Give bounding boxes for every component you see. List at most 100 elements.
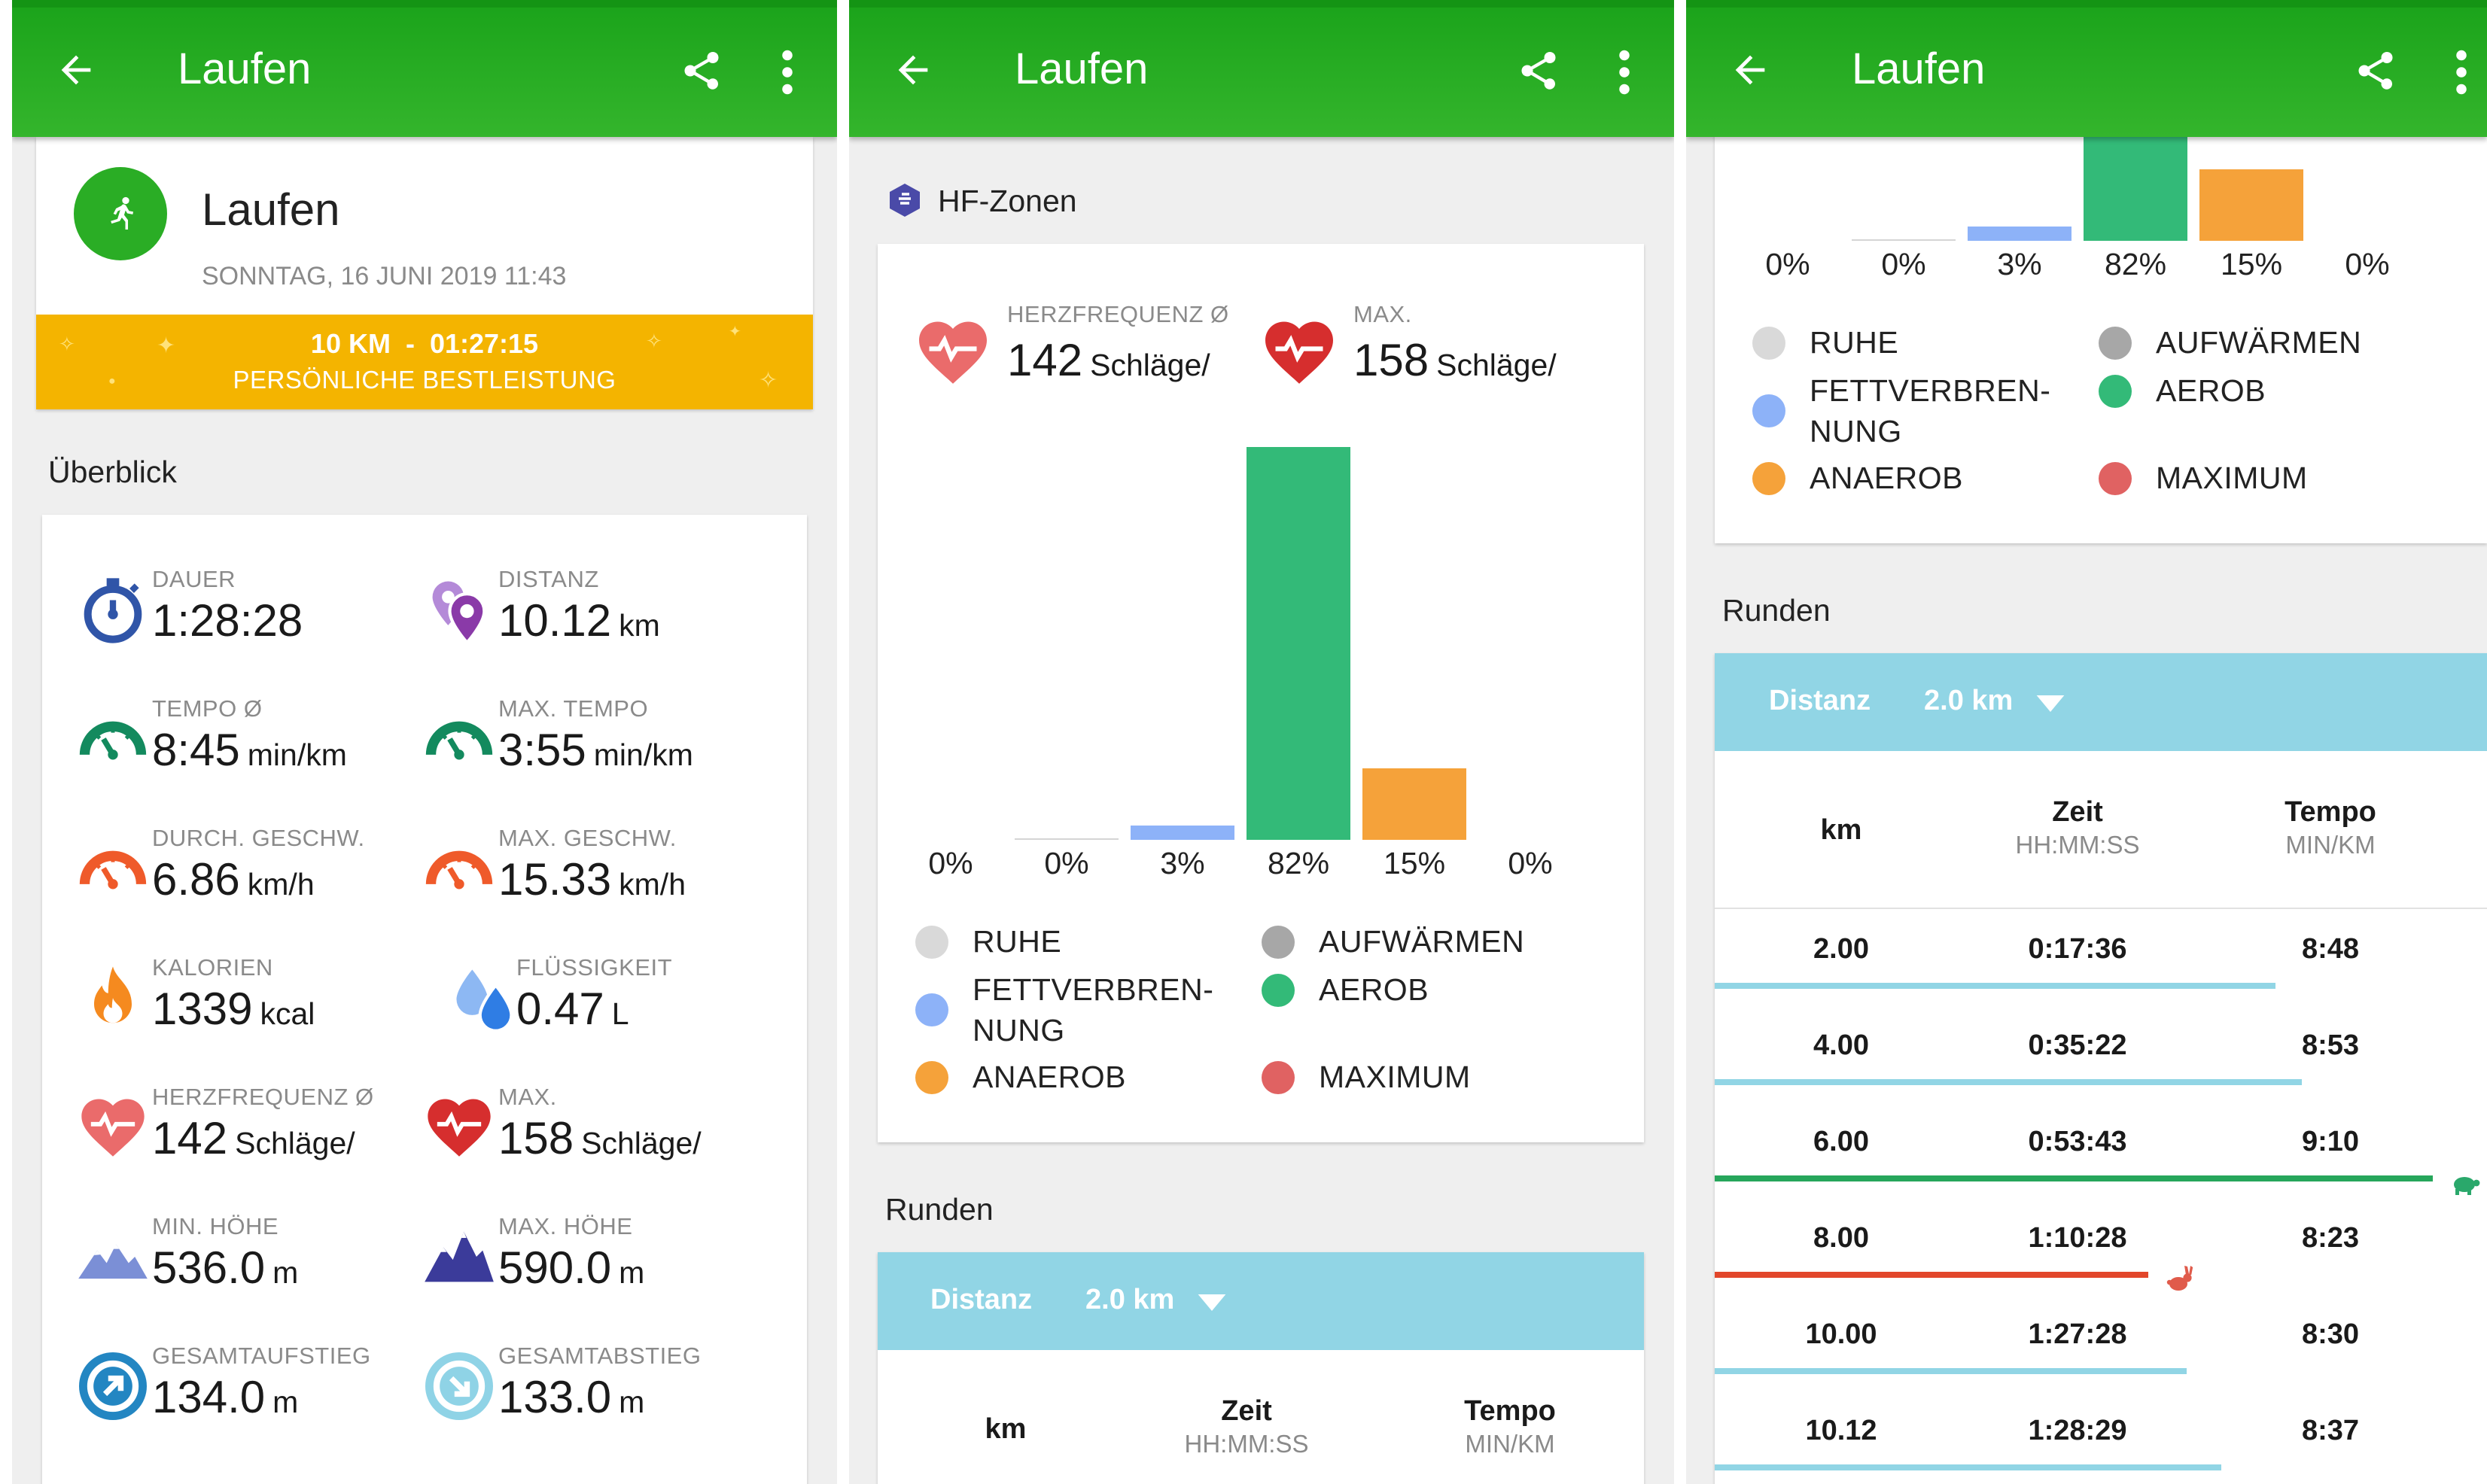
distance-dropdown[interactable]: 2.0 km (1924, 685, 2067, 719)
laps-filter-bar: Distanz 2.0 km (878, 1252, 1644, 1350)
speedometer-icon (425, 721, 493, 760)
chart-bar (2199, 169, 2303, 241)
distance-dropdown-value: 2.0 km (1085, 1284, 1175, 1315)
app-title: Laufen (178, 44, 312, 93)
stat-value: 134.0 m (152, 1372, 299, 1422)
legend-label: RUHE (973, 924, 1062, 959)
lap-progress-bar (1715, 1272, 2149, 1278)
stat-value: 133.0 m (498, 1372, 645, 1422)
back-arrow-icon[interactable] (54, 48, 98, 92)
legend-label: MAXIMUM (2156, 461, 2308, 495)
app-title: Laufen (1852, 44, 1986, 93)
personal-best-banner: ✧ ✦ ● ✧ ✦ ✧ 10 KM - 01:27:15 PERSÖNLICHE… (36, 315, 813, 409)
col-header-pace: Tempo (1464, 1395, 1556, 1427)
overview-card: DAUER 1:28:28 DISTANZ 10.12 km TEMPO Ø 8:45 min… (42, 515, 807, 1484)
screen-hr-zones: Laufen HF-Zonen HERZFREQUENZ Ø 142 Schläg… (849, 0, 1674, 1484)
mountain-dark-icon (425, 1231, 494, 1282)
legend-label: AEROB (2156, 373, 2266, 408)
lap-pace: 9:10 (2301, 1126, 2360, 1157)
legend-swatch (915, 926, 948, 959)
lap-km: 10.12 (1805, 1415, 1877, 1446)
stat-value: 8:45 min/km (152, 725, 347, 775)
stat-value: 3:55 min/km (498, 725, 693, 775)
chart-bar (1362, 768, 1466, 840)
activity-card: Laufen SONNTAG, 16 JUNI 2019 11:43 ✧ ✦ ●… (36, 137, 813, 409)
stat-label: GESAMTABSTIEG (498, 1343, 702, 1369)
descent-icon (425, 1352, 493, 1420)
share-icon[interactable] (679, 47, 724, 95)
back-arrow-icon[interactable] (1728, 48, 1772, 92)
stat-value: 15.33 km/h (498, 854, 686, 905)
hr-zones-chart: 0% 0% 3% 82% 15% 0% (878, 244, 1644, 1142)
hr-max-value: 158 Schläge/ (1353, 335, 1557, 385)
stat-label: TEMPO Ø (152, 695, 263, 722)
legend-swatch (2099, 327, 2132, 360)
legend-swatch (1752, 327, 1785, 360)
chart-value-label: 15% (2220, 247, 2283, 281)
more-options-icon[interactable] (2455, 50, 2467, 95)
chart-value-label: 0% (1881, 247, 1926, 281)
running-icon (74, 167, 167, 260)
chart-value-label: 3% (1160, 846, 1205, 880)
lap-pace: 8:23 (2301, 1222, 2360, 1254)
stat-value: 0.47 L (516, 984, 629, 1034)
laps-title: Runden (885, 1192, 994, 1227)
heart-red-icon (428, 1099, 491, 1157)
legend-label: AEROB (1319, 972, 1429, 1007)
lap-time: 1:27:28 (2028, 1318, 2127, 1350)
lap-pace: 8:30 (2301, 1318, 2360, 1350)
share-icon[interactable] (1516, 47, 1561, 95)
more-options-icon[interactable] (781, 50, 793, 95)
legend-swatch (1262, 974, 1295, 1007)
more-options-icon[interactable] (1618, 50, 1630, 95)
flame-icon (94, 966, 132, 1023)
ascent-icon (79, 1352, 147, 1420)
chart-value-label: 0% (2345, 247, 2390, 281)
hr-zones-card: HERZFREQUENZ Ø 142 Schläge/ MAX. 158 Schlä… (878, 244, 1644, 1142)
lap-time: 1:28:29 (2028, 1415, 2127, 1446)
col-header-km: km (1820, 814, 1862, 846)
legend-swatch (1262, 926, 1295, 959)
col-header-time-sub: HH:MM:SS (1184, 1430, 1309, 1458)
location-pin-icon (432, 581, 486, 645)
rabbit-icon (2167, 1266, 2193, 1291)
stat-value: 158 Schläge/ (498, 1113, 702, 1163)
hr-zones-title: HF-Zonen (938, 184, 1077, 218)
col-header-time: Zeit (2052, 796, 2103, 828)
distance-filter-label: Distanz (1769, 685, 1871, 716)
stat-value: 536.0 m (152, 1242, 299, 1293)
activity-date: SONNTAG, 16 JUNI 2019 11:43 (202, 262, 567, 290)
share-icon[interactable] (2353, 47, 2398, 95)
app-bar: Laufen (1686, 0, 2487, 137)
hr-avg-label: HERZFREQUENZ Ø (1007, 301, 1229, 327)
chart-value-label: 0% (1044, 846, 1089, 880)
col-header-time-sub: HH:MM:SS (2015, 831, 2140, 859)
hr-zones-legend: RUHE AUFWÄRMEN FETTVERBREN- NUNG AEROB ANAER… (878, 244, 1644, 1142)
overview-title: Überblick (48, 455, 177, 489)
legend-label: ANAEROB (1810, 461, 1963, 495)
stat-value: 1339 kcal (152, 984, 315, 1034)
legend-swatch (915, 993, 948, 1026)
legend-label: ANAEROB (973, 1060, 1126, 1094)
col-header-pace-sub: MIN/KM (2285, 831, 2376, 859)
stat-label: DISTANZ (498, 566, 599, 592)
laps-divider (1715, 908, 2487, 909)
chart-bar (1131, 825, 1234, 840)
distance-dropdown[interactable]: 2.0 km (1085, 1284, 1228, 1318)
water-drops-icon (456, 969, 513, 1032)
back-arrow-icon[interactable] (891, 48, 935, 92)
lap-pace: 8:53 (2301, 1029, 2360, 1061)
stat-label: DURCH. GESCHW. (152, 825, 365, 851)
stat-label: MIN. HÖHE (152, 1213, 279, 1239)
lap-progress-bar (1715, 1079, 2303, 1085)
heart-red-icon (1265, 321, 1333, 384)
stat-value: 1:28:28 (152, 595, 303, 646)
mountain-icon (78, 1244, 148, 1279)
stat-value: 10.12 km (498, 595, 660, 646)
lap-progress-bar (1715, 983, 2275, 989)
lap-km: 2.00 (1813, 933, 1869, 965)
personal-best-time: 10 KM - 01:27:15 (310, 328, 539, 359)
lap-progress-bar (1715, 1175, 2433, 1181)
chart-value-label: 82% (1267, 846, 1330, 880)
legend-label: FETTVERBREN- NUNG (1810, 373, 2051, 449)
